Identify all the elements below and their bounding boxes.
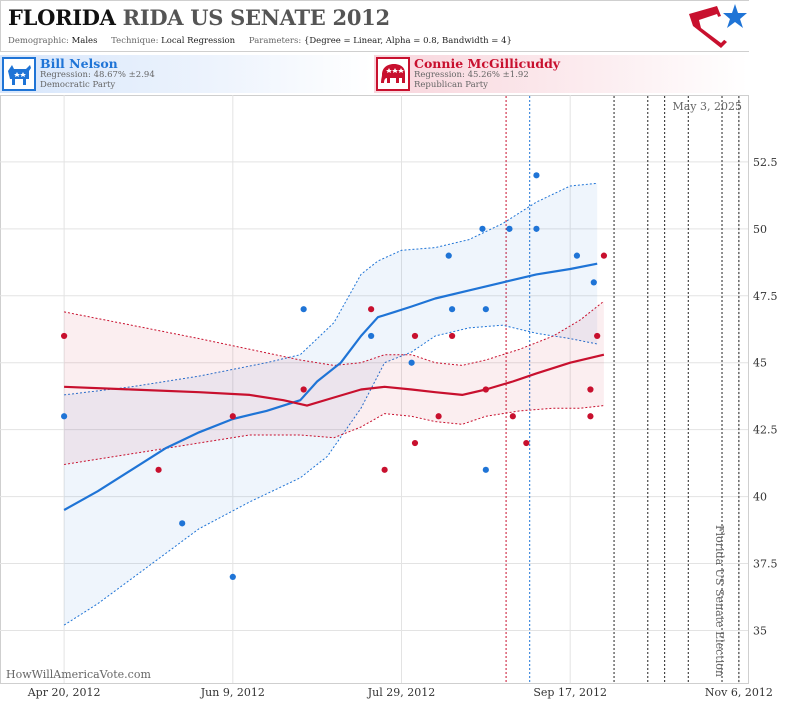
data-point: [590, 279, 597, 286]
y-tick-label: 42.5: [753, 424, 778, 437]
technique-value: Local Regression: [161, 36, 236, 46]
candidate-party: Republican Party: [414, 80, 488, 90]
regression-chart: 35 37.5 40 42.5 45 47.5 50 52.5 Apr 20, 2012 Jun…: [0, 95, 778, 699]
data-point: [411, 332, 419, 340]
data-point: [482, 386, 489, 393]
candidate-bill-nelson: Bill Nelson Regression: 48.67% ±2.94 Dem…: [0, 55, 372, 93]
date-label: May 3, 2025: [672, 100, 742, 113]
data-point: [368, 306, 375, 313]
data-point: [300, 386, 307, 393]
parameters-line: Demographic: Males Technique: Local Regr…: [8, 36, 523, 46]
data-point: [533, 172, 540, 179]
data-point: [482, 466, 489, 473]
band-upper-line: [64, 300, 605, 366]
data-points: [61, 172, 608, 581]
x-tick-label: Jul 29, 2012: [367, 686, 436, 699]
data-point: [408, 359, 415, 366]
x-tick-label: Sep 17, 2012: [533, 686, 607, 699]
demographic-label: Demographic:: [8, 36, 69, 46]
title-state: FLORIDA: [8, 5, 116, 30]
technique-label: Technique:: [111, 36, 159, 46]
data-point: [229, 573, 236, 581]
data-point: [573, 252, 581, 259]
y-tick-label: 47.5: [753, 290, 778, 303]
data-point: [479, 225, 486, 232]
chart-title: FLORIDA RIDA US SENATE 2012: [8, 5, 390, 30]
title-rest: RIDA US SENATE 2012: [122, 5, 390, 30]
data-point: [509, 413, 516, 420]
y-tick-label: 40: [753, 491, 767, 504]
event-lines: [505, 96, 740, 683]
y-tick-label: 35: [753, 624, 767, 637]
y-tick-label: 52.5: [753, 156, 778, 169]
star-flag-logo-icon: [689, 4, 747, 48]
data-point: [448, 306, 456, 313]
data-point: [506, 225, 513, 232]
confidence-band-fill: [64, 183, 598, 626]
x-axis: Apr 20, 2012 Jun 9, 2012 Jul 29, 2012 Sep 1…: [27, 686, 773, 699]
data-point: [300, 306, 307, 313]
y-tick-label: 37.5: [753, 558, 778, 571]
candidate-name: Connie McGillicuddy: [414, 56, 561, 71]
data-point: [368, 332, 375, 340]
band-upper-line: [64, 182, 598, 396]
trend-line: [64, 353, 605, 407]
data-point: [381, 466, 388, 473]
x-tick-label: Nov 6, 2012: [705, 686, 773, 699]
parameters-value: {Degree = Linear, Alpha = 0.8, Bandwidth…: [303, 36, 512, 46]
elephant-icon: [376, 57, 410, 91]
data-point: [523, 439, 530, 447]
data-point: [482, 306, 489, 313]
parameters-label: Parameters:: [248, 36, 302, 46]
data-point: [155, 466, 162, 473]
demographic-value: Males: [71, 36, 98, 46]
data-point: [435, 413, 442, 420]
data-point: [448, 332, 456, 340]
candidate-name: Bill Nelson: [40, 56, 118, 71]
y-tick-label: 45: [753, 357, 767, 370]
event-label: Florida US Senate Election: [713, 525, 726, 677]
data-point: [61, 413, 68, 420]
data-point: [600, 252, 608, 259]
confidence-band-fill: [64, 301, 604, 465]
data-point: [445, 252, 452, 259]
trend-lines: [63, 262, 605, 511]
y-axis: 35 37.5 40 42.5 45 47.5 50 52.5: [753, 156, 778, 638]
donkey-icon: [2, 57, 36, 91]
candidate-connie-mcgillicuddy: Connie McGillicuddy Regression: 45.26% ±…: [374, 55, 748, 93]
x-tick-label: Jun 9, 2012: [200, 686, 265, 699]
data-point: [229, 413, 236, 420]
candidate-regression: Regression: 48.67% ±2.94: [40, 70, 155, 80]
confidence-bands: [63, 182, 605, 626]
candidate-regression: Regression: 45.26% ±1.92: [414, 70, 529, 80]
data-point: [411, 439, 419, 447]
data-point: [587, 413, 594, 420]
y-tick-label: 50: [753, 223, 767, 236]
data-point: [61, 332, 68, 340]
data-point: [587, 386, 594, 393]
data-point: [533, 225, 540, 232]
watermark: HowWillAmericaVote.com: [6, 668, 151, 681]
data-point: [179, 520, 186, 527]
trend-line: [63, 262, 598, 511]
x-tick-label: Apr 20, 2012: [27, 686, 101, 699]
chart-header: FLORIDA RIDA US SENATE 2012 Demographic:…: [0, 0, 749, 52]
candidate-party: Democratic Party: [40, 80, 116, 90]
data-point: [594, 332, 601, 340]
